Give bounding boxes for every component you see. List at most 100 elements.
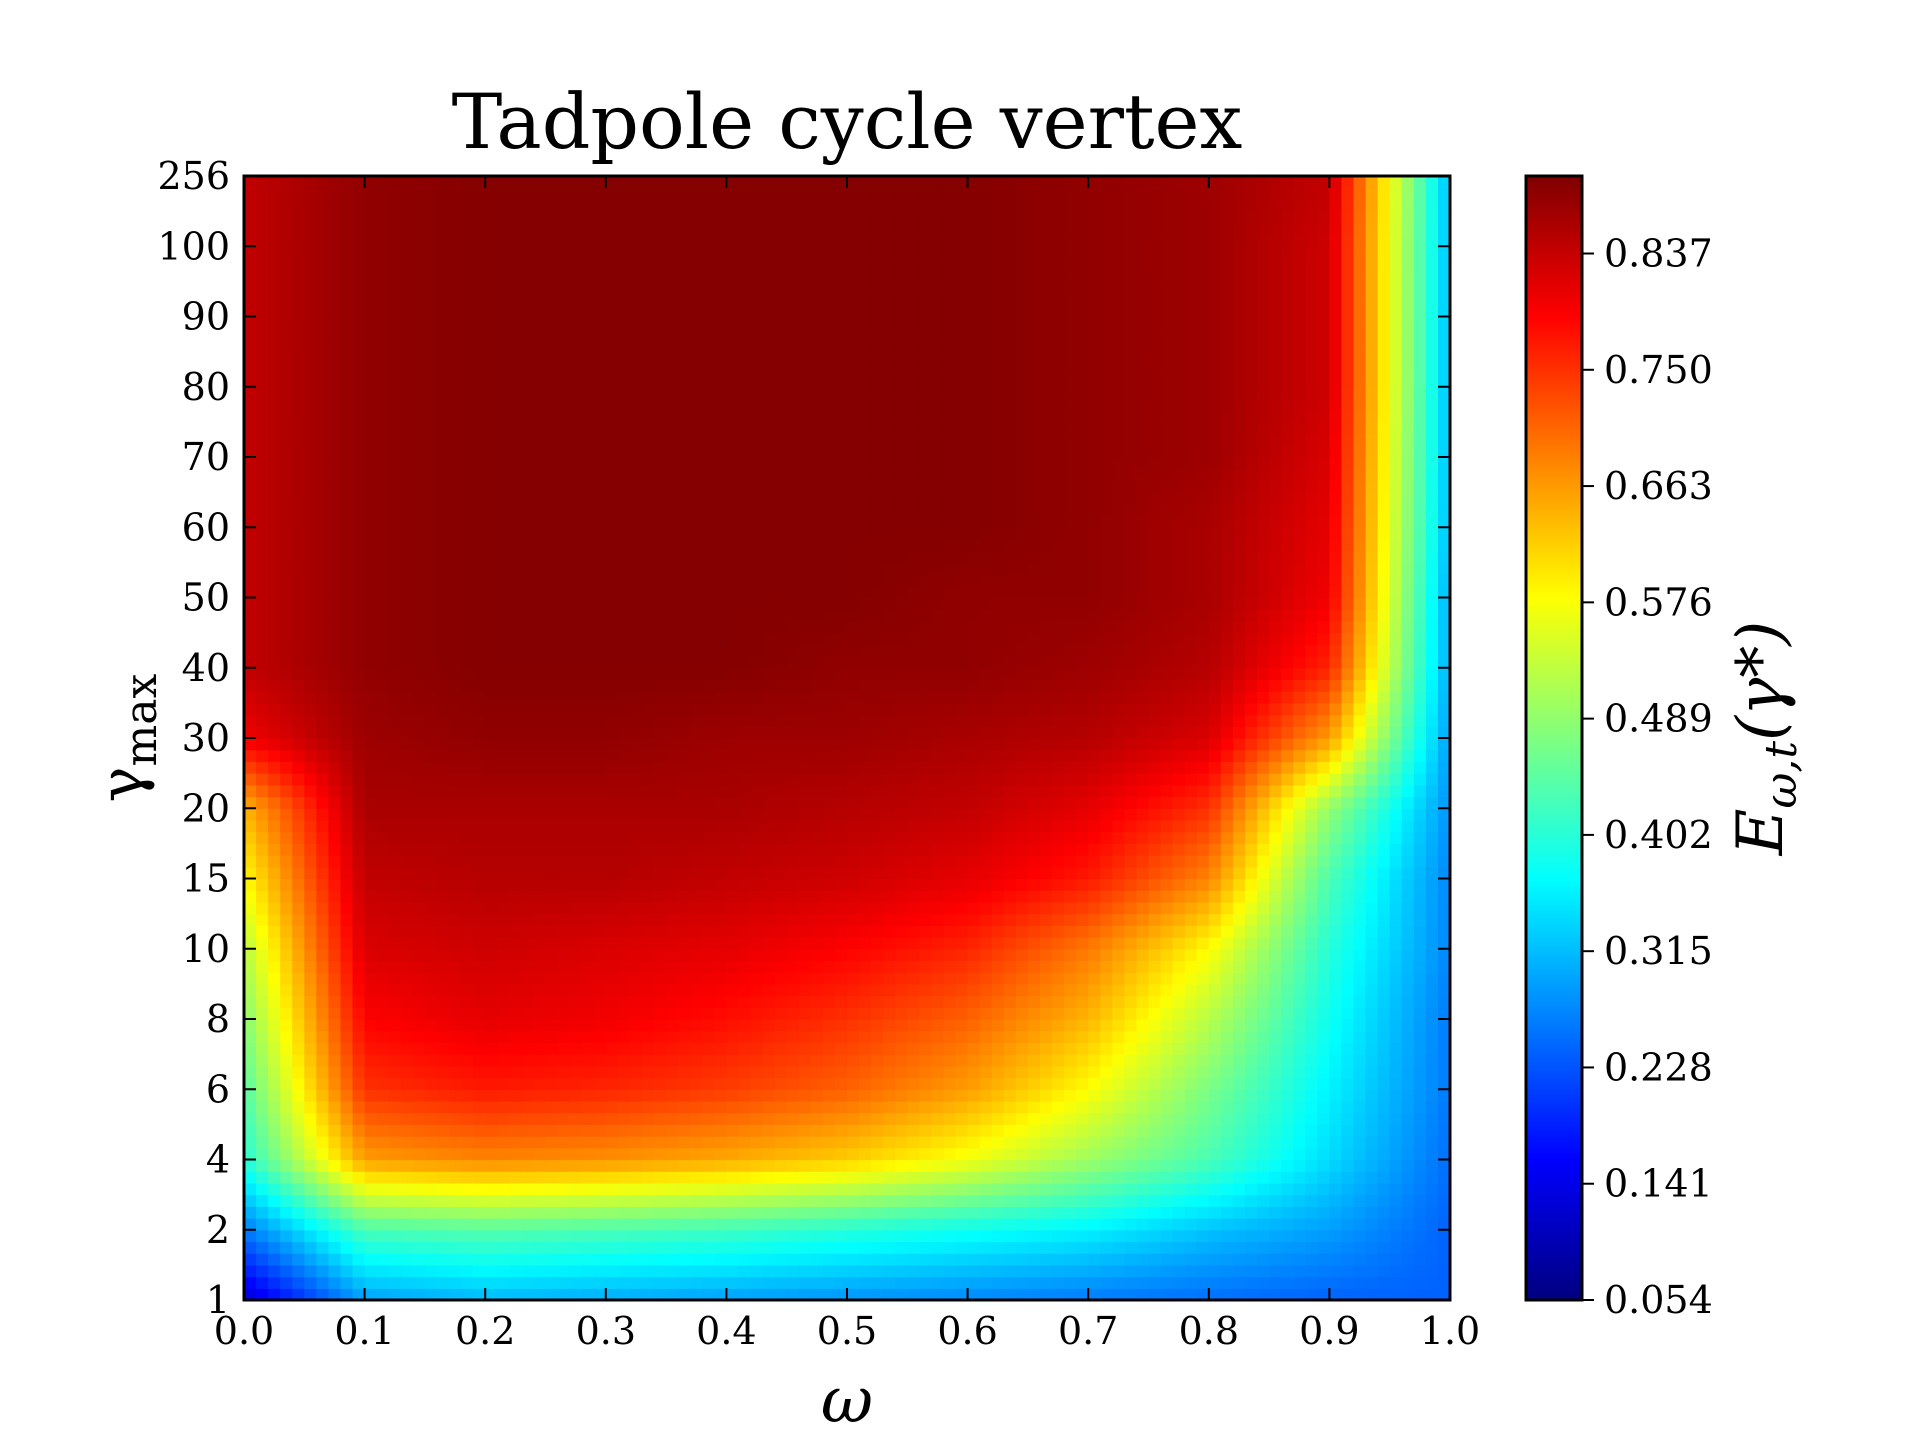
heatmap-cell <box>1088 913 1101 926</box>
heatmap-cell <box>1136 925 1150 938</box>
heatmap-cell <box>473 1194 486 1207</box>
heatmap-cell <box>1317 714 1330 727</box>
heatmap-cell <box>919 1089 933 1102</box>
heatmap-cell <box>834 925 848 938</box>
heatmap-cell <box>352 796 366 809</box>
heatmap-cell <box>859 749 872 763</box>
heatmap-cell <box>895 925 908 938</box>
heatmap-cell <box>569 738 583 751</box>
heatmap-cell <box>931 948 945 962</box>
heatmap-cell <box>268 960 281 973</box>
heatmap-cell <box>702 948 715 962</box>
heatmap-cell <box>1401 1112 1415 1125</box>
heatmap-cell <box>943 773 957 786</box>
heatmap-cell <box>280 1218 293 1231</box>
heatmap-cell <box>1329 1276 1343 1289</box>
heatmap-cell <box>834 808 848 821</box>
heatmap-cell <box>376 808 390 821</box>
heatmap-cell <box>1148 761 1162 774</box>
heatmap-cell <box>1305 738 1318 751</box>
heatmap-cell <box>1196 738 1210 751</box>
heatmap-cell <box>449 784 462 798</box>
heatmap-cell <box>280 913 293 926</box>
heatmap-cell <box>412 1264 426 1278</box>
heatmap-cell <box>376 960 390 973</box>
heatmap-cell <box>895 1136 908 1149</box>
heatmap-cell <box>1389 1276 1403 1289</box>
heatmap-cell <box>1401 843 1415 856</box>
heatmap-cell <box>521 1241 535 1254</box>
heatmap-cell <box>1196 1182 1210 1196</box>
heatmap-cell <box>364 1288 378 1300</box>
heatmap-cell <box>1353 1065 1367 1079</box>
heatmap-cell <box>967 1124 981 1137</box>
heatmap-cell <box>1172 960 1186 973</box>
heatmap-cell <box>1341 1112 1355 1125</box>
heatmap-cell <box>1039 1042 1053 1055</box>
heatmap-cell <box>1088 773 1101 786</box>
heatmap-cell <box>328 761 342 774</box>
heatmap-cell <box>461 761 474 774</box>
heatmap-cell <box>424 1089 438 1102</box>
heatmap-cell <box>1064 1019 1077 1032</box>
heatmap-cell <box>895 843 908 856</box>
heatmap-cell <box>1039 819 1053 833</box>
heatmap-cell <box>1052 948 1065 962</box>
heatmap-cell <box>1425 1054 1439 1067</box>
heatmap-cell <box>557 1241 571 1254</box>
heatmap-cell <box>1160 1229 1174 1243</box>
heatmap-cell <box>1329 1136 1343 1149</box>
heatmap-cell <box>400 808 414 821</box>
heatmap-cell <box>593 960 607 973</box>
heatmap-cell <box>1136 726 1150 739</box>
heatmap-cell <box>1232 738 1246 751</box>
heatmap-cell <box>1353 1100 1367 1114</box>
heatmap-cell <box>1003 1007 1017 1020</box>
heatmap-cell <box>352 913 366 926</box>
heatmap-cell <box>593 1065 607 1079</box>
heatmap-cell <box>1076 831 1089 844</box>
heatmap-cell <box>1052 937 1065 950</box>
heatmap-cell <box>629 831 643 844</box>
heatmap-cell <box>702 890 715 903</box>
heatmap-cell <box>244 1229 257 1243</box>
heatmap-cell <box>1437 1229 1450 1243</box>
heatmap-cell <box>1437 1030 1450 1044</box>
heatmap-cell <box>798 972 812 985</box>
heatmap-cell <box>1160 819 1174 833</box>
heatmap-cell <box>244 960 257 973</box>
heatmap-cell <box>1257 925 1270 938</box>
heatmap-cell <box>1076 1019 1089 1032</box>
heatmap-cell <box>1413 1089 1427 1102</box>
heatmap-cell <box>810 1054 824 1067</box>
heatmap-cell <box>678 1194 691 1207</box>
heatmap-cell <box>871 1241 884 1254</box>
heatmap-cell <box>654 1077 667 1090</box>
heatmap-cell <box>859 1206 872 1219</box>
heatmap-cell <box>1220 1065 1234 1079</box>
heatmap-cell <box>328 995 342 1008</box>
heatmap-cell <box>1353 726 1367 739</box>
heatmap-cell <box>762 1065 776 1079</box>
heatmap-cell <box>955 890 969 903</box>
heatmap-cell <box>714 1229 727 1243</box>
heatmap-cell <box>412 738 426 751</box>
heatmap-cell <box>834 738 848 751</box>
heatmap-cell <box>1052 995 1065 1008</box>
heatmap-cell <box>1172 714 1186 727</box>
heatmap-cell <box>1172 1229 1186 1243</box>
heatmap-cell <box>593 866 607 880</box>
heatmap-cell <box>895 773 908 786</box>
heatmap-cell <box>774 1288 788 1300</box>
heatmap-cell <box>1027 1218 1041 1231</box>
heatmap-cell <box>473 925 486 938</box>
heatmap-cell <box>1353 1288 1367 1300</box>
heatmap-cell <box>581 1194 595 1207</box>
heatmap-cell <box>859 866 872 880</box>
heatmap-cell <box>1136 1206 1150 1219</box>
heatmap-cell <box>364 925 378 938</box>
heatmap-cell <box>943 937 957 950</box>
heatmap-cell <box>1003 855 1017 868</box>
heatmap-cell <box>424 890 438 903</box>
heatmap-cell <box>810 1288 824 1300</box>
